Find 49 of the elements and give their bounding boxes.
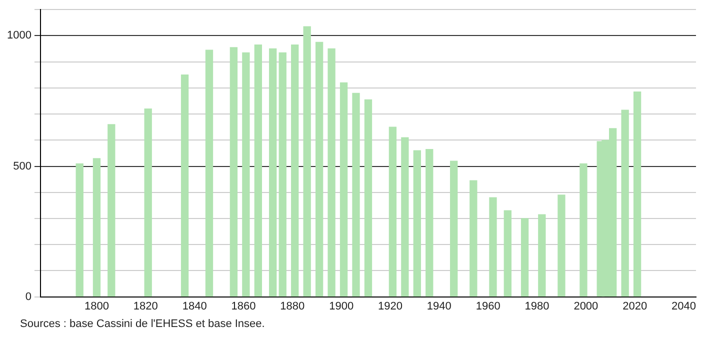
bar [254,44,262,297]
bar [621,110,629,297]
bar [278,52,286,297]
y-tick-label: 1000 [6,30,32,42]
bar [426,148,434,297]
bar [401,137,409,297]
bar [76,163,84,297]
bar [352,92,360,297]
bar [92,158,101,297]
bar [291,44,299,297]
bar [328,48,336,297]
bar [504,210,512,297]
x-tick-label: 1880 [280,300,305,312]
bar [520,218,529,297]
bar [450,160,458,297]
bar [180,74,189,297]
x-tick-label: 2000 [574,300,598,312]
x-tick-label: 1820 [133,300,158,312]
bar [205,50,214,297]
x-tick-label: 1920 [378,300,402,312]
bar [470,180,478,297]
bar [303,26,311,297]
bar [580,163,588,297]
x-tick-label: 1800 [84,300,109,312]
x-tick-label: 2020 [622,300,648,312]
x-tick-label: 1940 [426,300,452,312]
x-tick-label: 2040 [672,300,696,312]
bar [413,150,421,297]
bar [388,126,397,297]
bar [633,92,642,297]
x-tick-label: 1980 [524,300,550,312]
y-tick-label: 0 [25,290,32,303]
bar [108,124,116,297]
bar [340,82,348,297]
x-tick-label: 1840 [182,300,207,312]
bar [269,48,277,297]
bar [558,194,566,297]
bar [364,99,372,297]
y-tick-label: 500 [13,160,32,172]
bar [144,108,152,297]
source-note: Sources : base Cassini de l'EHESS et base Insee. [20,318,266,330]
bar [230,47,238,297]
bar [315,42,324,297]
x-tick-label: 1900 [329,300,354,312]
bar [242,52,250,297]
x-tick-label: 1860 [231,300,256,312]
bar [538,214,546,297]
x-tick-label: 1960 [476,300,500,312]
bar [489,197,497,297]
